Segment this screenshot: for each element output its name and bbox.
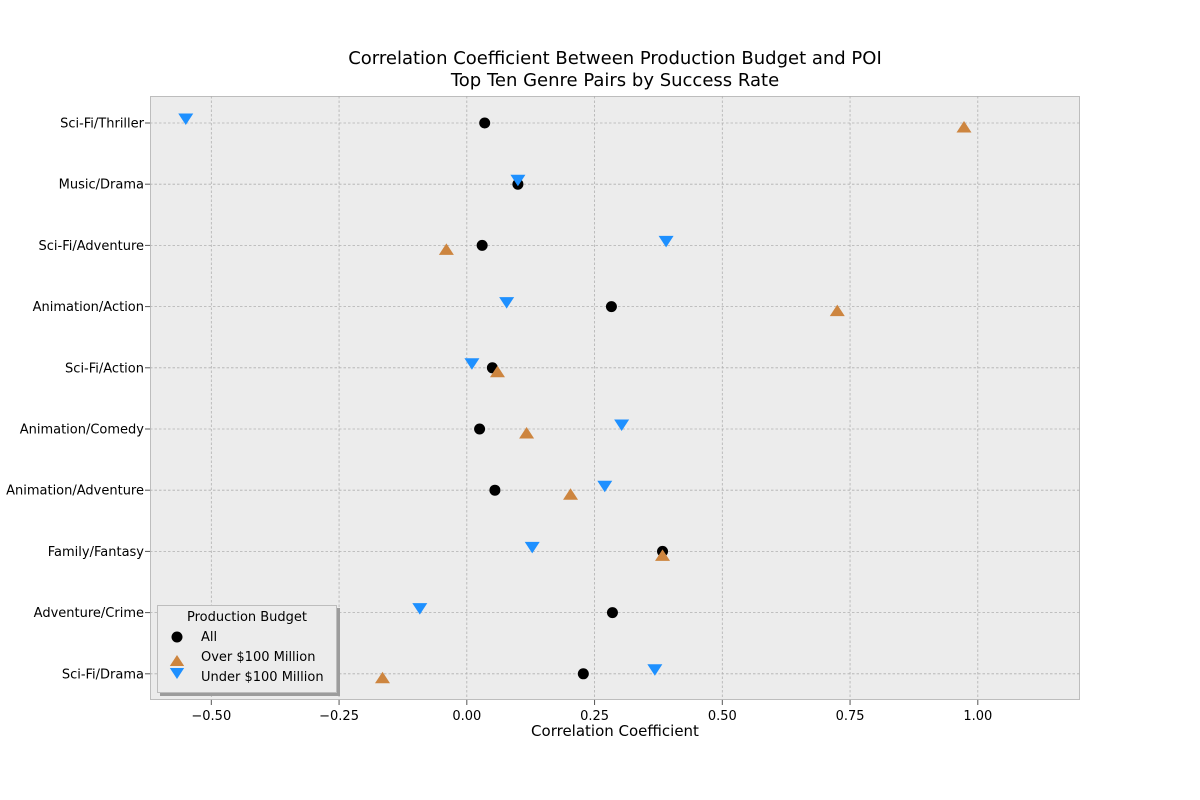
- x-axis: −0.50 −0.25 0.00 0.25 0.50 0.75 1.00: [191, 700, 992, 724]
- chart-title-line-1: Correlation Coefficient Between Producti…: [348, 48, 882, 69]
- data-point-triangle-up: [563, 488, 579, 500]
- data-point-triangle-up: [489, 365, 505, 378]
- data-point-triangle-up: [438, 243, 454, 255]
- data-point-triangle-down: [412, 603, 428, 615]
- data-point-triangle-up: [375, 671, 390, 684]
- plot-area: [150, 96, 1080, 700]
- data-point-circle: [479, 117, 491, 129]
- y-tick-label: Family/Fantasy: [48, 545, 145, 560]
- chart-title: Correlation Coefficient Between Producti…: [150, 48, 1080, 92]
- legend-marker-shape: [169, 655, 185, 666]
- grid-lines: [150, 96, 1080, 700]
- data-point-circle: [577, 668, 589, 680]
- y-tick-label: Sci-Fi/Adventure: [39, 239, 144, 254]
- y-axis: Sci-Fi/Thriller Music/Drama Sci-Fi/Adventu…: [6, 117, 150, 682]
- legend-label: Over $100 Million: [201, 649, 316, 665]
- y-tick-label: Music/Drama: [59, 178, 144, 193]
- data-point-circle: [489, 484, 501, 496]
- data-point-triangle-up: [829, 304, 845, 317]
- data-point-triangle-down: [464, 358, 480, 370]
- y-tick-label: Adventure/Crime: [34, 606, 144, 621]
- y-tick-label: Animation/Adventure: [6, 484, 144, 499]
- legend: Production Budget All Over $100 Million …: [157, 605, 337, 693]
- data-point-circle: [474, 423, 486, 435]
- legend-label: Under $100 Million: [201, 669, 324, 685]
- data-point-triangle-down: [658, 235, 674, 248]
- x-tick-label: 0.50: [708, 709, 737, 724]
- data-point-triangle-down: [597, 480, 613, 493]
- legend-label: All: [201, 629, 218, 645]
- y-tick-label: Sci-Fi/Drama: [62, 667, 144, 682]
- data-points: [178, 113, 972, 684]
- legend-marker-circle: [171, 631, 183, 643]
- x-axis-label: Correlation Coefficient: [531, 722, 699, 740]
- x-tick-label: 1.00: [963, 709, 992, 724]
- data-point-circle: [605, 301, 617, 313]
- data-point-circle: [476, 239, 488, 251]
- x-tick-label: 0.00: [452, 709, 481, 724]
- y-tick-label: Sci-Fi/Thriller: [60, 117, 145, 132]
- y-tick-label: Sci-Fi/Action: [65, 361, 144, 376]
- data-point-triangle-up: [956, 121, 972, 133]
- data-point-triangle-down: [510, 174, 526, 187]
- data-point-triangle-up: [655, 549, 671, 561]
- data-point-circle: [606, 607, 618, 619]
- legend-marker-triangle-down: [169, 668, 185, 679]
- data-point-triangle-down: [614, 419, 630, 431]
- data-point-triangle-down: [178, 113, 194, 125]
- data-point-triangle-down: [647, 664, 663, 676]
- x-tick-label: −0.50: [191, 709, 231, 724]
- data-point-triangle-up: [519, 427, 535, 439]
- chart-title-line-2: Top Ten Genre Pairs by Success Rate: [450, 70, 780, 91]
- x-tick-label: 0.75: [836, 709, 865, 724]
- x-tick-label: 0.25: [580, 709, 609, 724]
- y-tick-label: Animation/Action: [33, 300, 144, 315]
- legend-marker-shape: [171, 631, 183, 643]
- data-point-triangle-down: [499, 297, 515, 309]
- data-point-triangle-down: [524, 541, 540, 554]
- y-tick-label: Animation/Comedy: [20, 423, 145, 438]
- legend-marker-shape: [169, 668, 185, 679]
- x-tick-label: −0.25: [319, 709, 359, 724]
- legend-marker-triangle-up: [169, 655, 185, 666]
- legend-title: Production Budget: [186, 610, 308, 625]
